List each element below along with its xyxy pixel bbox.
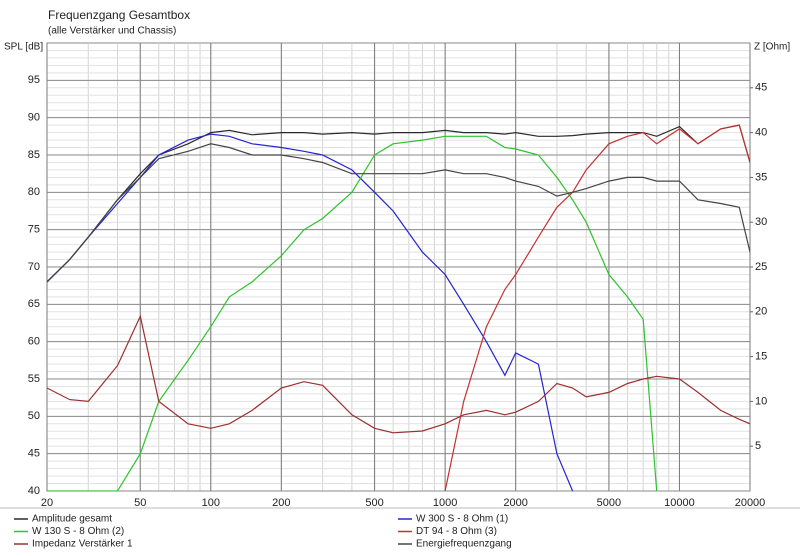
y2-tick-label: 10	[755, 395, 767, 407]
x-tick-label: 500	[365, 497, 383, 509]
y2-tick-label: 30	[755, 216, 767, 228]
series-line	[47, 314, 750, 434]
y2-tick-label: 45	[755, 82, 767, 94]
legend-label: Impedanz Verstärker 1	[32, 539, 133, 550]
legend-label: DT 94 - 8 Ohm (3)	[416, 526, 497, 537]
series-line	[47, 135, 658, 491]
legend-label: W 130 S - 8 Ohm (2)	[32, 526, 124, 537]
legend-label: W 300 S - 8 Ohm (1)	[416, 514, 508, 525]
y2-axis-label: Z [Ohm]	[754, 42, 790, 53]
lines	[47, 124, 750, 491]
y-tick-label: 45	[28, 448, 40, 460]
y-tick-label: 90	[28, 112, 40, 124]
x-tick-label: 200	[272, 497, 290, 509]
y-tick-label: 95	[28, 74, 40, 86]
y-tick-label: 65	[28, 298, 40, 310]
x-tick-label: 100	[202, 497, 220, 509]
x-tick-label: 1000	[433, 497, 457, 509]
y2-tick-label: 35	[755, 171, 767, 183]
y-tick-label: 75	[28, 224, 40, 236]
x-tick-label: 20	[41, 497, 53, 509]
y-tick-label: 55	[28, 373, 40, 385]
y-tick-label: 60	[28, 336, 40, 348]
y2-tick-label: 15	[755, 351, 767, 363]
y2-tick-label: 25	[755, 261, 767, 273]
y2-tick-label: 5	[755, 440, 761, 452]
x-tick-label: 50	[134, 497, 146, 509]
chart-title: Frequenzgang Gesamtbox	[48, 8, 190, 22]
y2-tick-label: 20	[755, 306, 767, 318]
y-tick-label: 70	[28, 261, 40, 273]
x-tick-label: 10000	[664, 497, 695, 509]
series-line	[47, 124, 750, 283]
x-tick-label: 5000	[597, 497, 621, 509]
y-tick-label: 80	[28, 186, 40, 198]
legend-label: Energiefrequenzgang	[416, 539, 512, 550]
y2-tick-label: 40	[755, 127, 767, 139]
series-line	[47, 143, 750, 283]
y-axis-label: SPL [dB]	[4, 42, 43, 53]
labels: 20 50 100 200 500 1000 2000 5000 10000 20000 40 45 5…	[14, 74, 767, 550]
chart-subtitle: (alle Verstärker und Chassis)	[48, 26, 176, 37]
legend-label: Amplitude gesamt	[32, 514, 112, 525]
y-tick-label: 85	[28, 149, 40, 161]
series-line	[444, 124, 750, 491]
y-tick-label: 50	[28, 410, 40, 422]
y-tick-label: 40	[28, 485, 40, 497]
grid	[46, 43, 751, 492]
x-tick-label: 2000	[503, 497, 527, 509]
x-tick-label: 20000	[735, 497, 766, 509]
